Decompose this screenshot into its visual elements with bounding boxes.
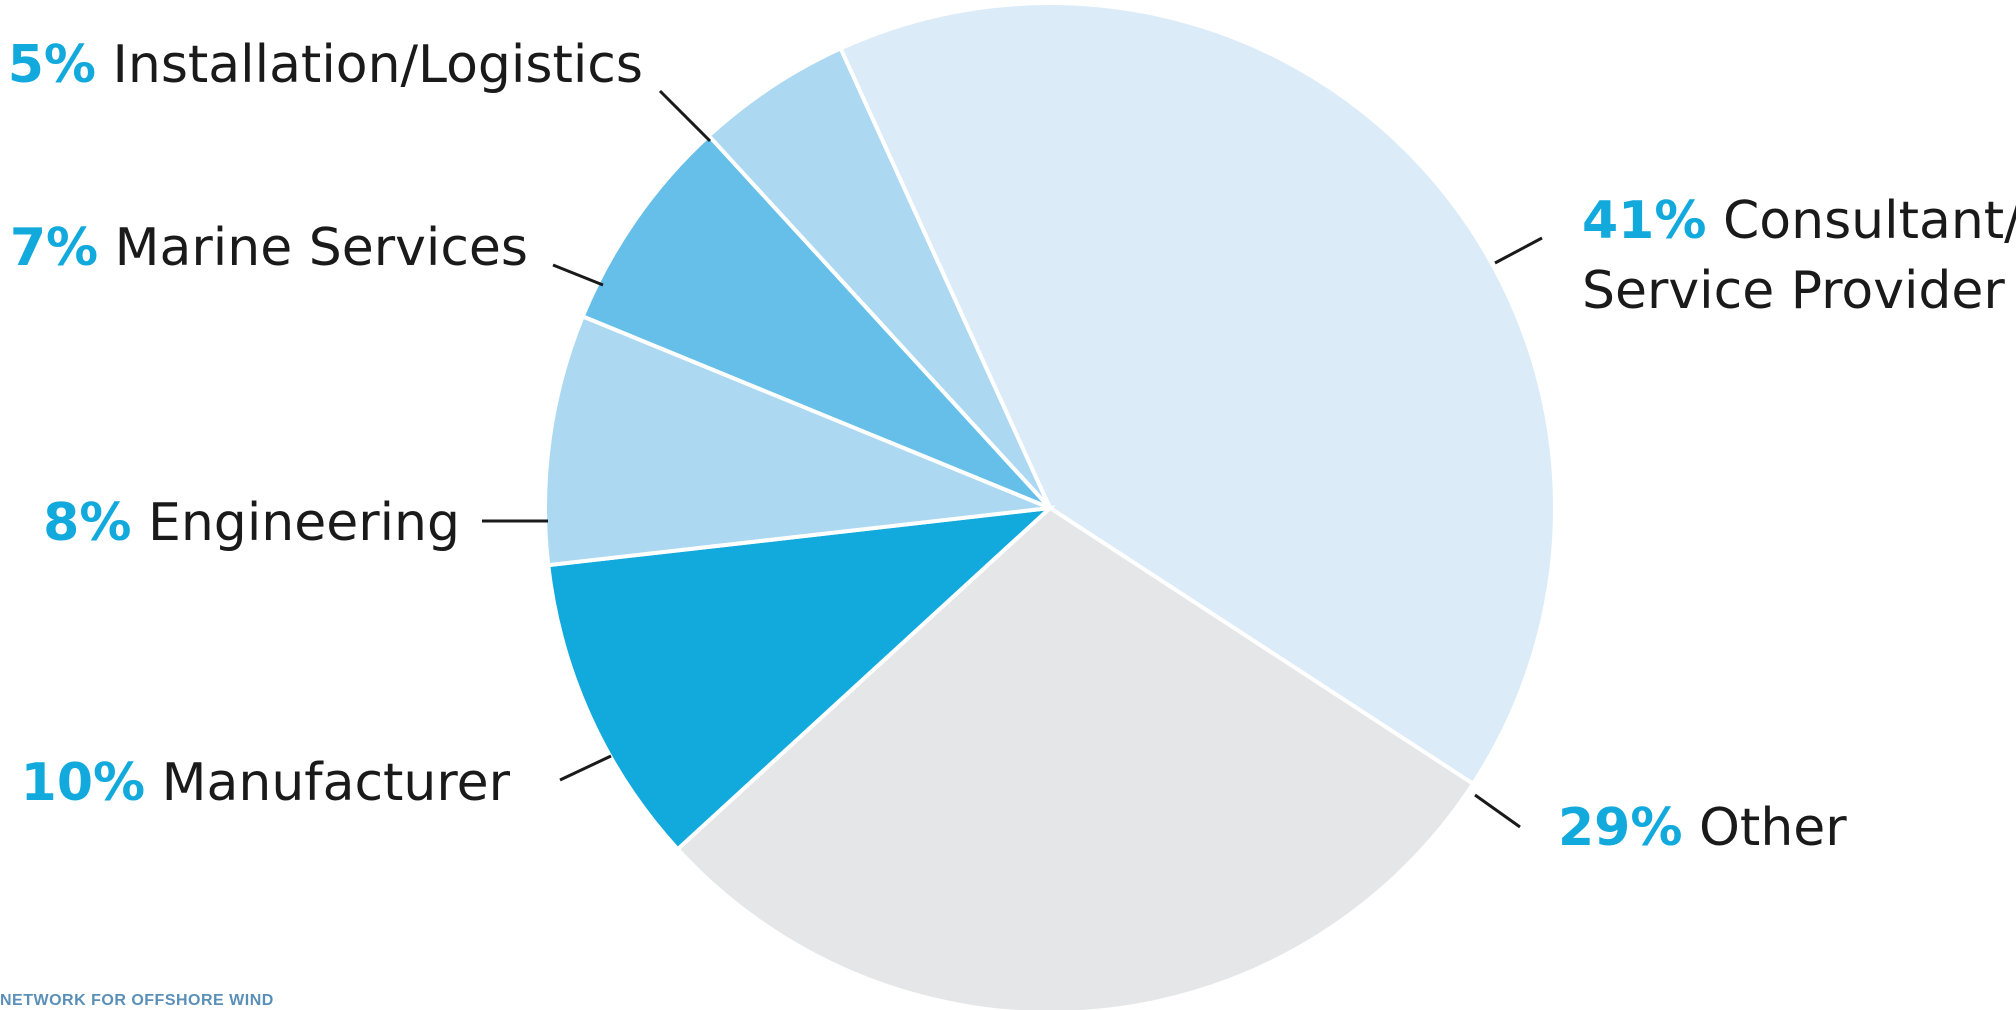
slice-label-3: 8% Engineering (43, 493, 460, 553)
pie-slice-2 (546, 505, 1056, 852)
slice-label-2: 10% Manufacturer (21, 753, 511, 813)
slice-label-line2-0: Service Provider (1582, 261, 2005, 321)
leader-line-0 (1494, 236, 1543, 265)
leader-line-4 (552, 263, 604, 287)
slice-percent-3: 8% (43, 493, 131, 553)
slice-category-2: Manufacturer (145, 753, 511, 813)
slice-percent-5: 5% (8, 35, 96, 95)
leader-line-2 (559, 754, 612, 782)
slice-category-4: Marine Services (98, 218, 528, 278)
pie-slice-3 (543, 313, 1051, 568)
pie-slice-1 (674, 505, 1476, 1010)
footer-brand-text: NETWORK FOR OFFSHORE WIND (0, 992, 274, 1009)
slice-label-0: 41% Consultant/ (1582, 191, 2016, 251)
slice-category-5: Installation/Logistics (96, 35, 643, 95)
slice-category-1: Other (1682, 798, 1847, 858)
slice-label-5: 5% Installation/Logistics (8, 35, 643, 95)
slice-category-3: Engineering (131, 493, 460, 553)
leader-line-1 (1474, 793, 1521, 829)
pie-slice-0 (837, 1, 1557, 787)
slice-percent-0: 41% (1582, 191, 1706, 251)
slice-percent-4: 7% (10, 218, 98, 278)
pie-slice-5 (706, 45, 1052, 510)
slice-percent-2: 10% (21, 753, 145, 813)
slice-category-0: Consultant/ (1706, 191, 2016, 251)
slice-label-4: 7% Marine Services (10, 218, 528, 278)
leader-line-5 (658, 89, 712, 143)
slice-label-1: 29% Other (1558, 798, 1847, 858)
pie-slice-4 (580, 132, 1052, 510)
slice-percent-1: 29% (1558, 798, 1682, 858)
